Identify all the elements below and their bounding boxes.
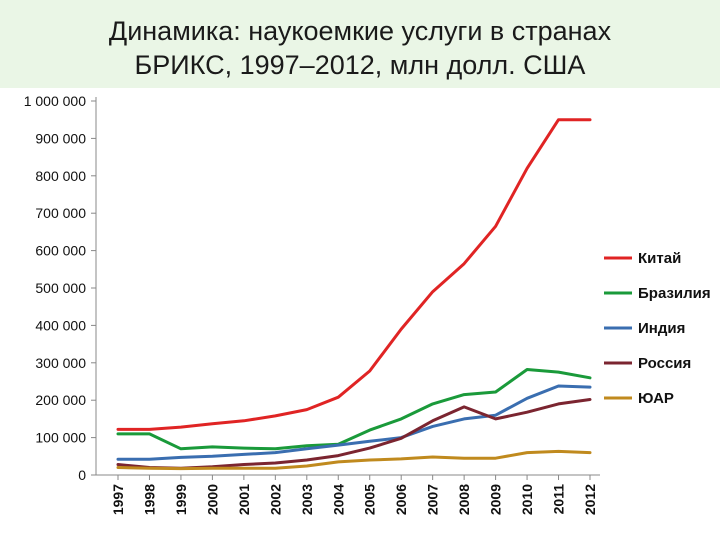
y-tick-label: 400 000 [35, 317, 86, 333]
x-tick-label: 2007 [425, 484, 441, 515]
x-tick-label: 2011 [551, 484, 567, 515]
x-tick-label: 2004 [330, 484, 346, 515]
x-tick-label: 2002 [267, 484, 283, 515]
y-tick-label: 100 000 [35, 430, 86, 446]
y-tick-label: 300 000 [35, 355, 86, 371]
x-tick-label: 1998 [141, 484, 157, 515]
y-tick-label: 800 000 [35, 168, 86, 184]
legend-label: Бразилия [638, 285, 711, 302]
series-line-4 [116, 449, 592, 471]
x-tick-label: 2000 [204, 484, 220, 515]
x-tick-label: 2008 [456, 484, 472, 515]
legend-label: ЮАР [638, 390, 674, 407]
x-tick-label: 2001 [236, 484, 252, 515]
title-band [0, 0, 720, 88]
legend-label: Россия [638, 355, 691, 372]
y-tick-label: 600 000 [35, 243, 86, 259]
x-tick-label: 2005 [362, 484, 378, 515]
y-tick-label: 500 000 [35, 280, 86, 296]
x-tick-label: 1997 [110, 484, 126, 515]
x-tick-label: 1999 [173, 484, 189, 515]
y-tick-label: 700 000 [35, 205, 86, 221]
y-axis: 0 100 000 200 000 300 000 400 000 500 000 600 … [24, 93, 97, 483]
chart-title: Динамика: наукоемкие услуги в странах БР… [0, 14, 720, 82]
y-tick-label: 0 [78, 467, 86, 483]
series-line-0 [116, 118, 592, 431]
chart-title-line2: БРИКС, 1997–2012, млн долл. США [134, 50, 586, 80]
x-tick-label: 2010 [519, 484, 535, 515]
y-tick-label: 1 000 000 [24, 93, 86, 109]
series-line-2 [116, 384, 592, 461]
x-tick-label: 2006 [393, 484, 409, 515]
chart-title-line1: Динамика: наукоемкие услуги в странах [108, 16, 612, 46]
line-chart: 0 100 000 200 000 300 000 400 000 500 000 600 … [24, 93, 711, 515]
x-axis: 1997 1998 1999 2000 2001 2002 2003 2004 2005 2006… [96, 474, 600, 515]
legend-label: Индия [638, 320, 685, 337]
series-line-1 [116, 368, 592, 451]
legend-label: Китай [638, 250, 681, 267]
y-tick-label: 200 000 [35, 392, 86, 408]
legend: Китай Бразилия Индия Россия ЮАР [604, 250, 711, 407]
x-tick-label: 2009 [488, 484, 504, 515]
x-tick-label: 2003 [299, 484, 315, 515]
series-lines [116, 118, 592, 471]
x-tick-label: 2012 [582, 484, 598, 515]
y-tick-label: 900 000 [35, 130, 86, 146]
